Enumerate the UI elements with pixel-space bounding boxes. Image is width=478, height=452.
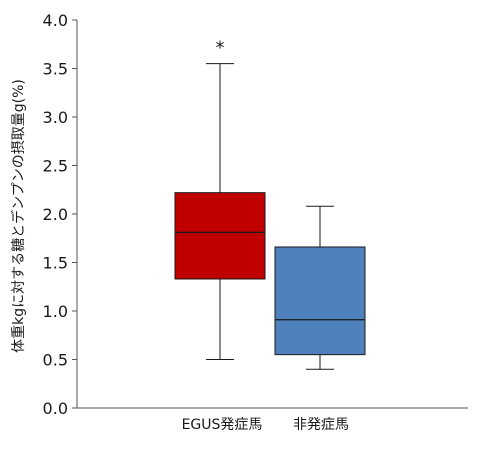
category-labels: EGUS発症馬 非発症馬 bbox=[182, 417, 349, 433]
y-axis-label: 体重kgに対する糖とデンプンの摂取量g(%) bbox=[10, 79, 27, 353]
y-tick-label: 3.0 bbox=[43, 108, 68, 127]
significance-marker: * bbox=[216, 38, 225, 59]
iqr-box bbox=[274, 246, 366, 356]
category-label: 非発症馬 bbox=[293, 417, 349, 433]
y-tick-label: 1.5 bbox=[43, 254, 68, 273]
y-tick-label: 4.0 bbox=[43, 11, 68, 30]
y-tick-label: 0.0 bbox=[43, 399, 68, 418]
y-tick-label: 3.5 bbox=[43, 60, 68, 79]
category-label: EGUS発症馬 bbox=[182, 417, 263, 433]
y-tick-label: 0.5 bbox=[43, 351, 68, 370]
y-tick-label: 2.5 bbox=[43, 157, 68, 176]
y-tick-label: 1.0 bbox=[43, 302, 68, 321]
y-ticks: 0.0 0.5 1.0 1.5 2.0 2.5 3.0 3.5 4.0 bbox=[43, 11, 77, 418]
y-tick-label: 2.0 bbox=[43, 205, 68, 224]
iqr-box bbox=[174, 192, 266, 280]
box-non-egus bbox=[274, 205, 366, 370]
box-egus: * bbox=[174, 38, 266, 360]
boxes-layer: * bbox=[174, 38, 366, 370]
